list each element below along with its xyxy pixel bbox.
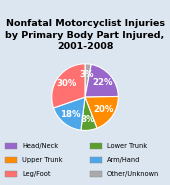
Text: 22%: 22% — [92, 78, 113, 87]
Text: 3%: 3% — [80, 70, 94, 79]
Wedge shape — [85, 64, 118, 97]
Text: Nonfatal Motorcyclist Injuries
by Primary Body Part Injured,
2001-2008: Nonfatal Motorcyclist Injuries by Primar… — [5, 19, 165, 51]
Text: 8%: 8% — [81, 115, 95, 124]
FancyBboxPatch shape — [5, 143, 17, 149]
Wedge shape — [52, 64, 85, 108]
FancyBboxPatch shape — [90, 157, 102, 163]
Text: 20%: 20% — [94, 105, 114, 114]
Wedge shape — [85, 96, 118, 128]
FancyBboxPatch shape — [90, 143, 102, 149]
Text: Leg/Foot: Leg/Foot — [22, 171, 51, 177]
FancyBboxPatch shape — [5, 157, 17, 163]
Wedge shape — [85, 64, 91, 97]
Text: Other/Unknown: Other/Unknown — [107, 171, 159, 177]
Text: 18%: 18% — [61, 110, 81, 119]
Wedge shape — [54, 97, 85, 130]
FancyBboxPatch shape — [5, 171, 17, 177]
FancyBboxPatch shape — [90, 171, 102, 177]
Wedge shape — [81, 97, 97, 130]
Text: Lower Trunk: Lower Trunk — [107, 143, 147, 149]
Text: 30%: 30% — [56, 80, 77, 88]
Text: Head/Neck: Head/Neck — [22, 143, 58, 149]
Text: Upper Trunk: Upper Trunk — [22, 157, 63, 163]
Text: Arm/Hand: Arm/Hand — [107, 157, 140, 163]
